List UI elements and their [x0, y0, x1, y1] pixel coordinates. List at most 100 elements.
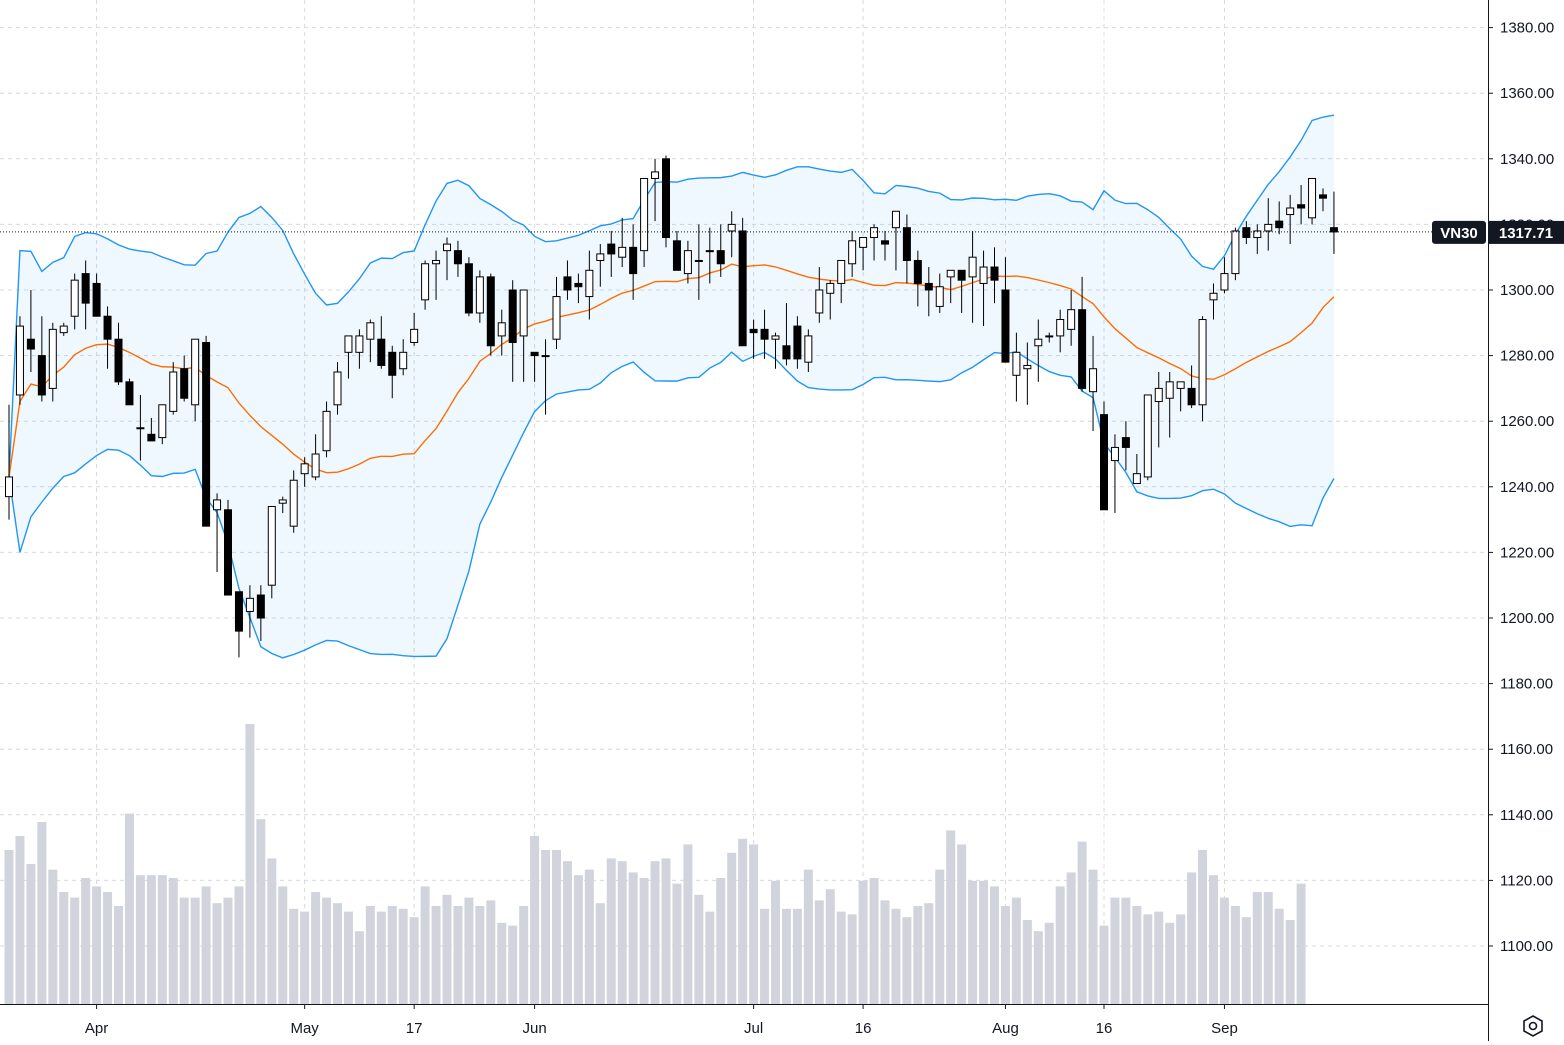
candle[interactable]	[443, 237, 451, 281]
candle[interactable]	[552, 276, 561, 350]
candle[interactable]	[388, 345, 397, 399]
candle[interactable]	[541, 339, 550, 415]
candle[interactable]	[234, 591, 243, 658]
candle[interactable]	[224, 499, 232, 596]
candle[interactable]	[837, 259, 846, 304]
candle[interactable]	[804, 329, 813, 372]
candle[interactable]	[1329, 191, 1338, 254]
candle[interactable]	[662, 155, 670, 248]
candle[interactable]	[267, 505, 276, 599]
candle[interactable]	[891, 210, 900, 271]
candle[interactable]	[848, 230, 857, 277]
candle[interactable]	[1253, 224, 1262, 254]
candle[interactable]	[37, 316, 46, 402]
candle[interactable]	[683, 240, 692, 284]
time-axis[interactable]: Apr May 17 Jun Jul 16 Aug 16 Sep	[0, 1004, 1488, 1037]
candle[interactable]	[1154, 372, 1163, 448]
candle[interactable]	[508, 280, 517, 382]
candle[interactable]	[1308, 177, 1317, 225]
candle[interactable]	[870, 224, 879, 261]
candle[interactable]	[158, 404, 167, 445]
candle[interactable]	[716, 224, 725, 277]
candle[interactable]	[202, 335, 211, 527]
candle[interactable]	[826, 280, 835, 320]
candle[interactable]	[300, 457, 309, 487]
candle[interactable]	[344, 335, 353, 379]
candle[interactable]	[15, 316, 24, 405]
candle[interactable]	[727, 211, 736, 258]
candle[interactable]	[1089, 335, 1098, 432]
price-axis[interactable]: 1100.00 1120.00 1140.00 1160.00 1180.00 1200.…	[1488, 0, 1554, 1041]
candle[interactable]	[705, 227, 714, 284]
candle[interactable]	[26, 290, 35, 372]
candle[interactable]	[333, 362, 342, 415]
candle[interactable]	[815, 267, 824, 323]
candle[interactable]	[629, 224, 638, 300]
candle[interactable]	[749, 319, 758, 359]
candle[interactable]	[913, 250, 922, 307]
candle[interactable]	[881, 230, 889, 261]
candle[interactable]	[410, 312, 419, 346]
candle[interactable]	[563, 260, 572, 300]
candle[interactable]	[957, 269, 966, 313]
candle[interactable]	[366, 319, 375, 363]
candle[interactable]	[136, 394, 145, 461]
candle[interactable]	[979, 250, 988, 327]
candle[interactable]	[1176, 381, 1185, 412]
candle[interactable]	[1209, 283, 1218, 320]
candle[interactable]	[377, 316, 386, 369]
candle[interactable]	[1132, 454, 1141, 485]
candle[interactable]	[596, 244, 605, 287]
candle[interactable]	[1078, 276, 1087, 392]
candle[interactable]	[486, 273, 495, 356]
candle[interactable]	[399, 339, 408, 376]
candle[interactable]	[1165, 372, 1174, 438]
candle[interactable]	[70, 273, 79, 330]
candle[interactable]	[607, 230, 616, 277]
candle[interactable]	[1023, 342, 1032, 405]
candle[interactable]	[169, 362, 178, 415]
candle[interactable]	[191, 338, 200, 422]
candle[interactable]	[793, 316, 802, 369]
candle[interactable]	[180, 355, 189, 402]
candle[interactable]	[81, 260, 90, 330]
candle[interactable]	[432, 250, 441, 300]
candle[interactable]	[859, 237, 868, 271]
candle[interactable]	[421, 260, 430, 310]
candle[interactable]	[1045, 332, 1054, 343]
candle[interactable]	[519, 289, 528, 382]
candle[interactable]	[1110, 434, 1119, 514]
candle[interactable]	[946, 269, 955, 304]
candle[interactable]	[125, 378, 134, 406]
candle[interactable]	[1012, 332, 1021, 402]
candle[interactable]	[651, 158, 660, 222]
candle[interactable]	[672, 230, 681, 271]
candle[interactable]	[464, 257, 473, 317]
candle[interactable]	[103, 306, 112, 369]
candle[interactable]	[924, 267, 933, 317]
candle[interactable]	[640, 177, 649, 268]
candle[interactable]	[453, 240, 462, 277]
candle[interactable]	[147, 417, 156, 442]
candle[interactable]	[990, 247, 999, 304]
candle[interactable]	[585, 250, 594, 320]
candle[interactable]	[256, 585, 265, 641]
candle[interactable]	[1198, 316, 1207, 422]
candle[interactable]	[760, 309, 769, 359]
candle[interactable]	[1034, 319, 1043, 382]
candle[interactable]	[245, 585, 254, 638]
candle[interactable]	[1275, 201, 1284, 235]
candle[interactable]	[1286, 194, 1295, 245]
candle[interactable]	[92, 273, 101, 317]
candle[interactable]	[902, 214, 911, 284]
candle[interactable]	[289, 470, 298, 533]
candle[interactable]	[1242, 221, 1251, 245]
candlesticks[interactable]	[5, 155, 1338, 658]
candle[interactable]	[574, 273, 583, 304]
candle[interactable]	[1056, 309, 1065, 353]
candle[interactable]	[1264, 198, 1273, 251]
candle[interactable]	[497, 309, 506, 356]
candle[interactable]	[738, 217, 747, 347]
candle[interactable]	[1001, 257, 1010, 363]
candle[interactable]	[1319, 188, 1327, 212]
